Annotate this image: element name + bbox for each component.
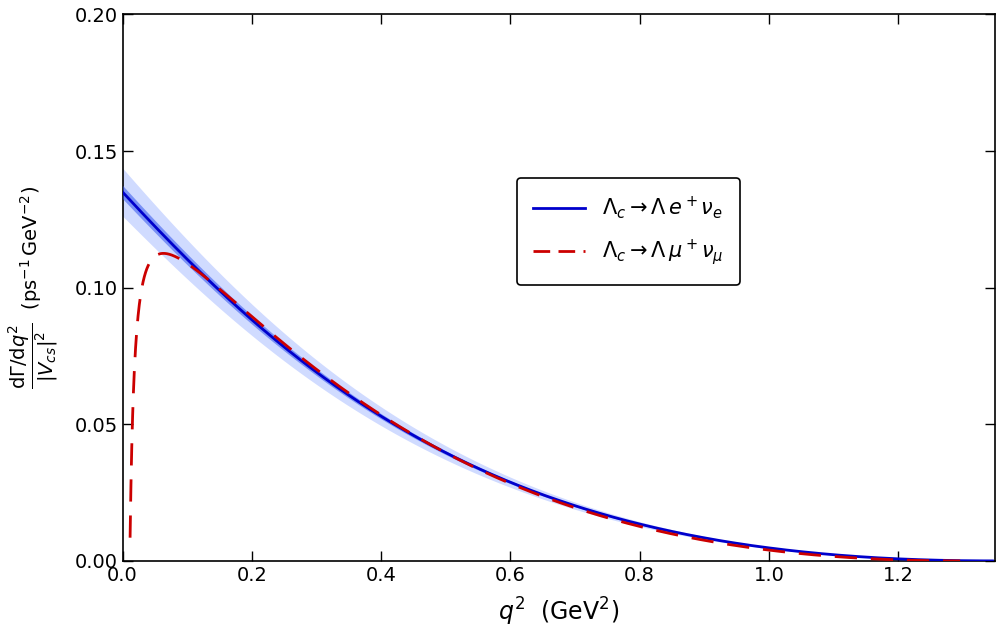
Legend: $\Lambda_c \to \Lambda\, e^+\nu_e$, $\Lambda_c \to \Lambda\, \mu^+\nu_{\mu}$: $\Lambda_c \to \Lambda\, e^+\nu_e$, $\La…	[517, 178, 740, 285]
X-axis label: $q^2$  (GeV$^2$): $q^2$ (GeV$^2$)	[498, 596, 619, 628]
Y-axis label: $\dfrac{\mathrm{d}\Gamma/\mathrm{d}q^2}{|V_{cs}|^2}$  $(\mathrm{ps}^{-1}\,\mathr: $\dfrac{\mathrm{d}\Gamma/\mathrm{d}q^2}{…	[7, 186, 60, 389]
